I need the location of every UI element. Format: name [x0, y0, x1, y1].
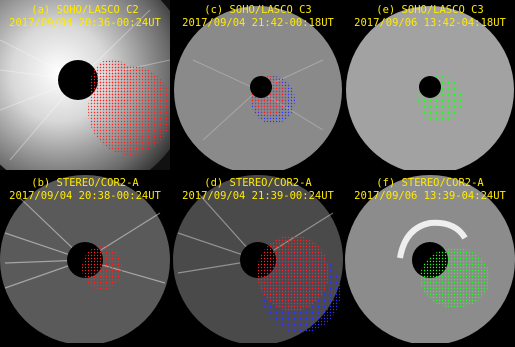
panel-d: (d) STEREO/COR2-A 2017/09/04 21:39-00:24…	[173, 173, 343, 343]
panel-f-image	[345, 173, 515, 343]
panel-c: (c) SOHO/LASCO C3 2017/09/04 21:42-00:18…	[173, 0, 343, 170]
panel-c-title: (c) SOHO/LASCO C3	[204, 4, 312, 16]
panel-e-title: (e) SOHO/LASCO C3	[376, 4, 484, 16]
panel-b: (b) STEREO/COR2-A 2017/09/04 20:38-00:24…	[0, 173, 170, 343]
panel-f-time: 2017/09/06 13:39-04:24UT	[354, 190, 506, 202]
panel-f-title: (f) STEREO/COR2-A	[376, 177, 484, 189]
panel-a-image	[0, 0, 170, 170]
panel-d-image	[173, 173, 343, 343]
panel-b-title: (b) STEREO/COR2-A	[31, 177, 139, 189]
panel-c-image	[173, 0, 343, 170]
panel-d-time: 2017/09/04 21:39-00:24UT	[182, 190, 334, 202]
panel-d-title: (d) STEREO/COR2-A	[204, 177, 312, 189]
panel-a-title: (a) SOHO/LASCO C2	[31, 4, 139, 16]
panel-a: (a) SOHO/LASCO C2 2017/09/04 20:36-00:24…	[0, 0, 170, 170]
panel-b-image	[0, 173, 170, 343]
panel-e-image	[345, 0, 515, 170]
panel-f: (f) STEREO/COR2-A 2017/09/06 13:39-04:24…	[345, 173, 515, 343]
panel-b-time: 2017/09/04 20:38-00:24UT	[9, 190, 161, 202]
panel-a-time: 2017/09/04 20:36-00:24UT	[9, 17, 161, 29]
panel-e: (e) SOHO/LASCO C3 2017/09/06 13:42-04:18…	[345, 0, 515, 170]
panel-e-time: 2017/09/06 13:42-04:18UT	[354, 17, 506, 29]
panel-c-time: 2017/09/04 21:42-00:18UT	[182, 17, 334, 29]
